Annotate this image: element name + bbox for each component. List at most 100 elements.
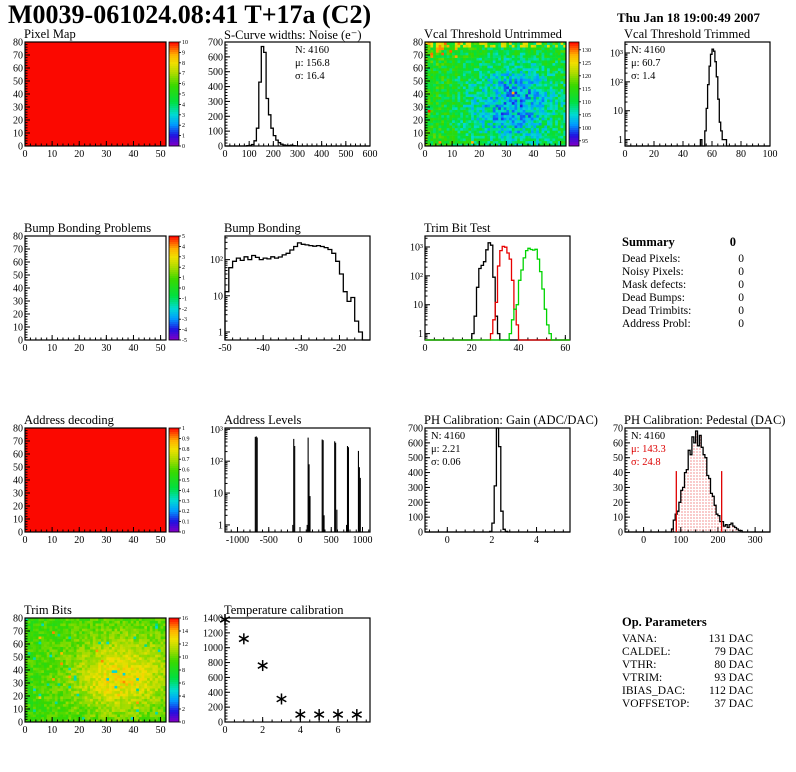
svg-text:10: 10 xyxy=(213,489,223,500)
svg-text:600: 600 xyxy=(408,438,423,449)
svg-text:115: 115 xyxy=(582,87,591,93)
plot-title: Temperature calibration xyxy=(224,603,344,617)
address-levels-canvas: -1000 -500 0 500 1000 1 10 10² 10³ xyxy=(210,425,373,546)
svg-text:100: 100 xyxy=(582,126,591,132)
svg-text:10: 10 xyxy=(47,149,57,160)
svg-text:-3: -3 xyxy=(182,317,187,323)
plot-trim-bit-test: 0 20 40 60 1 10 10² 10³ Trim Bit Test xyxy=(400,220,600,392)
svg-text:0: 0 xyxy=(18,142,23,153)
svg-text:10: 10 xyxy=(447,149,457,160)
svg-text:2: 2 xyxy=(182,123,185,129)
timestamp: Thu Jan 18 19:00:49 2007 xyxy=(617,10,761,25)
plot-bump-bonding: -50 -40 -30 -20 1 10 10² Bump Bonding xyxy=(200,220,400,392)
summary-block: Summary 0 Dead Pixels: 0 Noisy Pixels: 0 M… xyxy=(622,236,744,331)
svg-text:30: 30 xyxy=(501,149,511,160)
op-parameters-title-row: Op. Parameters xyxy=(622,616,753,629)
svg-text:30: 30 xyxy=(413,103,423,114)
svg-text:40: 40 xyxy=(128,343,138,354)
svg-text:0: 0 xyxy=(23,343,28,354)
svg-text:0.7: 0.7 xyxy=(182,457,190,463)
op-parameters-block: Op. Parameters VANA: 131 DAC CALDEL: 79 DA… xyxy=(622,616,753,711)
svg-text:4: 4 xyxy=(182,244,185,250)
trim-bit-test-canvas: 0 20 40 60 1 10 10² 10³ xyxy=(410,235,571,354)
svg-text:500: 500 xyxy=(408,453,423,464)
summary-value: 0 xyxy=(738,292,744,304)
svg-text:300: 300 xyxy=(290,149,305,160)
svg-text:60: 60 xyxy=(707,149,717,160)
svg-text:10: 10 xyxy=(47,535,57,546)
plot-scurve-noise: 0 100 200 300 400 500 600 0 100 200 300 400 500 600 70… xyxy=(200,26,400,198)
svg-text:σ: 16.4: σ: 16.4 xyxy=(295,71,325,82)
plot-title: Vcal Threshold Trimmed xyxy=(624,27,751,41)
svg-text:10: 10 xyxy=(13,323,23,334)
svg-text:4: 4 xyxy=(182,102,185,108)
svg-text:1: 1 xyxy=(182,134,185,140)
vcal-untrimmed-canvas: 0 10 20 30 40 5001020304050607080130125120115… xyxy=(413,38,591,161)
svg-text:5: 5 xyxy=(182,234,185,240)
svg-text:N: 4160: N: 4160 xyxy=(631,45,665,56)
svg-text:0.4: 0.4 xyxy=(182,488,190,494)
svg-text:100: 100 xyxy=(242,149,257,160)
svg-text:0: 0 xyxy=(418,142,423,153)
svg-text:10²: 10² xyxy=(210,457,223,468)
plot-title: Address decoding xyxy=(24,413,114,427)
plot-title: Pixel Map xyxy=(24,27,76,41)
svg-text:0: 0 xyxy=(23,149,28,160)
svg-text:200: 200 xyxy=(710,535,725,546)
svg-text:80: 80 xyxy=(13,38,23,49)
plot-vcal-untrimmed: 0 10 20 30 40 50 0 10 20 30 40 50 60 70 80 130 125 120 115… xyxy=(400,26,600,198)
svg-text:50: 50 xyxy=(556,149,566,160)
svg-text:40: 40 xyxy=(413,90,423,101)
svg-text:40: 40 xyxy=(13,476,23,487)
summary-value: 0 xyxy=(738,318,744,330)
svg-text:3: 3 xyxy=(182,113,185,119)
plot-title: Trim Bit Test xyxy=(424,221,491,235)
svg-text:-30: -30 xyxy=(295,343,308,354)
svg-text:80: 80 xyxy=(13,424,23,435)
svg-text:10: 10 xyxy=(613,106,623,117)
summary-value: 0 xyxy=(738,266,744,278)
plot-address-levels: -1000 -500 0 500 1000 1 10 10² 10³ Address Level… xyxy=(200,412,400,584)
op-label: VTHR: xyxy=(622,659,657,671)
svg-text:10³: 10³ xyxy=(610,48,623,59)
svg-text:30: 30 xyxy=(101,149,111,160)
svg-text:60: 60 xyxy=(13,450,23,461)
svg-text:50: 50 xyxy=(13,463,23,474)
svg-text:6: 6 xyxy=(182,82,185,88)
plot-title: S-Curve widths: Noise (e⁻) xyxy=(224,28,362,42)
op-value: 79 DAC xyxy=(714,646,753,658)
plot-title: PH Calibration: Gain (ADC/DAC) xyxy=(424,413,598,427)
op-label: CALDEL: xyxy=(622,646,671,658)
svg-text:-40: -40 xyxy=(256,343,269,354)
svg-text:80: 80 xyxy=(13,232,23,243)
svg-text:0: 0 xyxy=(182,144,185,150)
svg-text:50: 50 xyxy=(156,343,166,354)
svg-text:20: 20 xyxy=(13,310,23,321)
svg-text:10³: 10³ xyxy=(410,242,423,253)
summary-label: Address Probl: xyxy=(622,318,691,330)
svg-text:70: 70 xyxy=(13,51,23,62)
svg-text:700: 700 xyxy=(208,38,223,49)
svg-text:10: 10 xyxy=(13,129,23,140)
svg-text:μ: 60.7: μ: 60.7 xyxy=(631,58,661,69)
vcal-trimmed-canvas: 0 20 40 60 80 100 1 10 10² 10³ N: 4160 μ: 60.7 σ: 1.… xyxy=(610,41,778,160)
svg-text:100: 100 xyxy=(408,513,423,524)
svg-text:10²: 10² xyxy=(610,77,623,88)
op-label: VTRIM: xyxy=(622,672,663,684)
op-label: IBIAS_DAC: xyxy=(622,685,686,697)
svg-text:0: 0 xyxy=(23,535,28,546)
plot-pixel-map: 0 10 20 30 40 50 0 10 20 30 40 50 60 70 80 10 9 8 7 6 5 4 3 2 1 0… xyxy=(0,26,200,198)
svg-text:40: 40 xyxy=(514,343,524,354)
svg-text:0: 0 xyxy=(298,535,303,546)
svg-text:0.6: 0.6 xyxy=(182,468,190,474)
op-parameter-row: IBIAS_DAC: 112 DAC xyxy=(622,685,753,698)
summary-label: Dead Pixels: xyxy=(622,253,681,265)
plot-trim-bits: 0 10 20 30 40 50 0 10 20 30 40 50 60 70 80 16 14 12 10 8 6 4 2… xyxy=(0,602,200,772)
svg-text:500: 500 xyxy=(208,67,223,78)
svg-text:500: 500 xyxy=(338,149,353,160)
svg-text:10: 10 xyxy=(182,40,188,46)
svg-text:10: 10 xyxy=(13,515,23,526)
svg-text:100: 100 xyxy=(673,535,688,546)
